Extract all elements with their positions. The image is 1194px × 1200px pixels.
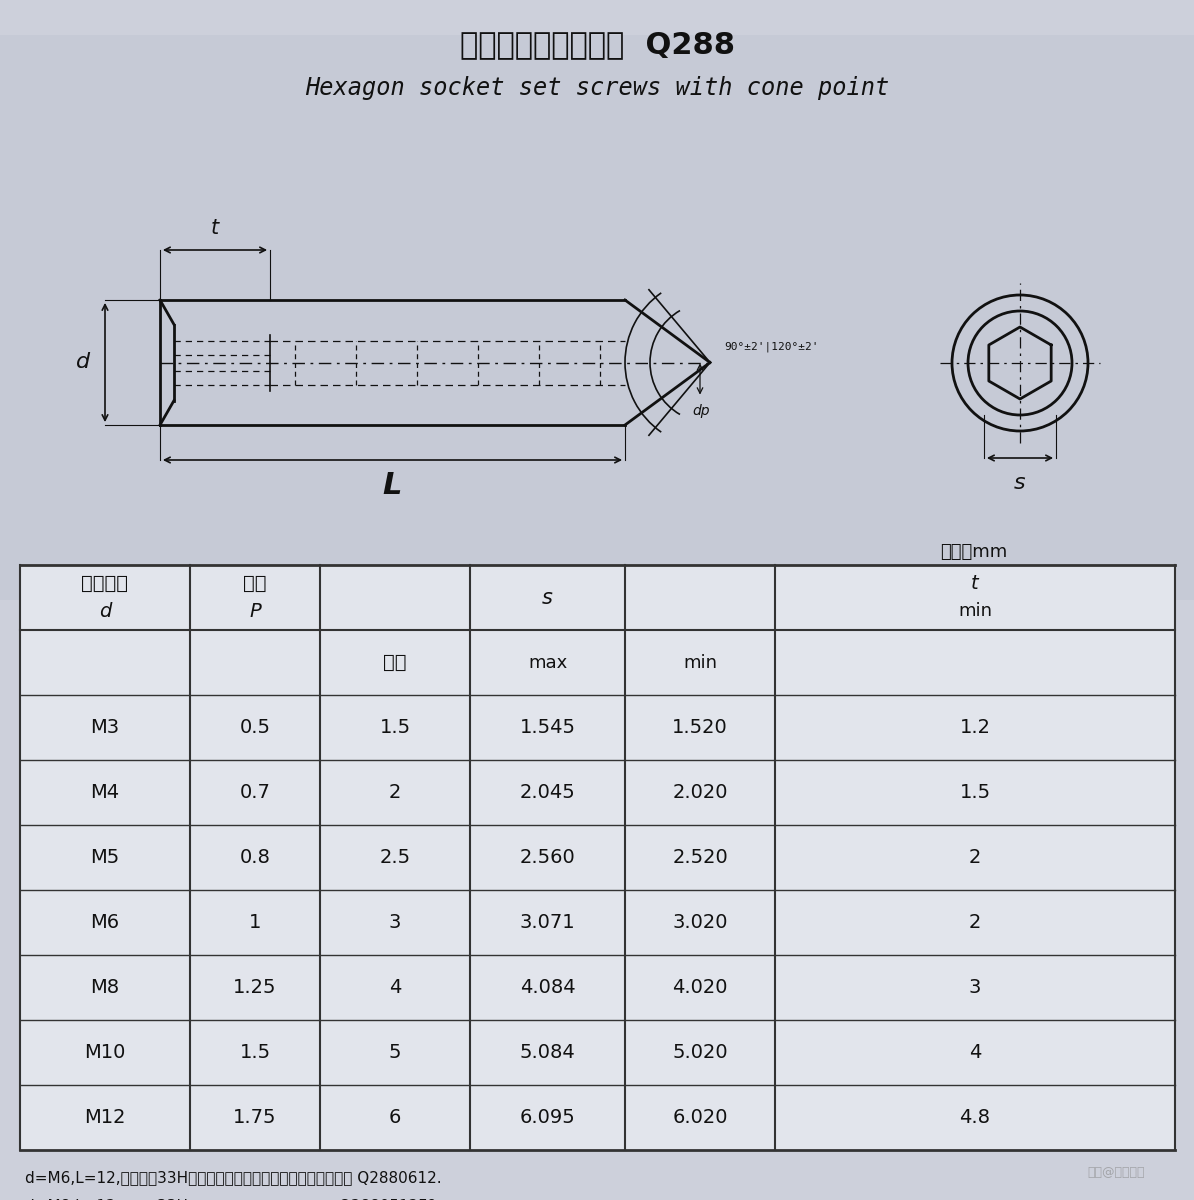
Text: P: P — [250, 602, 260, 622]
Text: min: min — [958, 602, 992, 620]
Text: L: L — [383, 470, 402, 499]
Text: 3.071: 3.071 — [519, 913, 576, 932]
Bar — [0, 35, 1194, 600]
Text: M10: M10 — [85, 1043, 125, 1062]
Text: 2.520: 2.520 — [672, 848, 728, 866]
Text: 5: 5 — [389, 1043, 401, 1062]
Text: Hexagon socket set screws with cone point: Hexagon socket set screws with cone poin… — [304, 76, 890, 100]
Text: 0.5: 0.5 — [240, 718, 271, 737]
Text: 单位：mm: 单位：mm — [940, 542, 1008, 560]
Text: 公称: 公称 — [383, 653, 407, 672]
Text: 3.020: 3.020 — [672, 913, 728, 932]
Text: M3: M3 — [91, 718, 119, 737]
Text: 4.084: 4.084 — [519, 978, 576, 997]
Text: t: t — [211, 218, 219, 238]
Text: 1.2: 1.2 — [960, 718, 991, 737]
Bar — [20, 565, 1175, 1150]
Text: 2: 2 — [389, 782, 401, 802]
Text: d=M6,L=12,性能等级33H，镀锌钝化的内六角锥端紧定螺钉编号为 Q2880612.: d=M6,L=12,性能等级33H，镀锌钝化的内六角锥端紧定螺钉编号为 Q288… — [25, 1170, 442, 1186]
Text: 2.560: 2.560 — [519, 848, 576, 866]
Text: M4: M4 — [91, 782, 119, 802]
Text: 2.045: 2.045 — [519, 782, 576, 802]
Text: 螺距: 螺距 — [244, 574, 266, 593]
Text: d: d — [99, 602, 111, 622]
Text: 5.084: 5.084 — [519, 1043, 576, 1062]
Text: 90°±2'|120°±2': 90°±2'|120°±2' — [724, 342, 819, 353]
Text: 6.095: 6.095 — [519, 1108, 576, 1127]
Text: 6.020: 6.020 — [672, 1108, 728, 1127]
Text: 0.8: 0.8 — [240, 848, 270, 866]
Text: M6: M6 — [91, 913, 119, 932]
Text: t: t — [971, 574, 979, 593]
Text: 5.020: 5.020 — [672, 1043, 728, 1062]
Text: 1.545: 1.545 — [519, 718, 576, 737]
Text: 1.5: 1.5 — [960, 782, 991, 802]
Text: 1.5: 1.5 — [240, 1043, 271, 1062]
Text: 0.7: 0.7 — [240, 782, 270, 802]
Text: 2: 2 — [968, 848, 981, 866]
Text: d: d — [76, 353, 90, 372]
Text: dp: dp — [693, 404, 709, 419]
Text: 4: 4 — [968, 1043, 981, 1062]
Text: d=M8,L=12,性能等级33H，氧化的内六角锥端紧定螺钉编号为 Q2880512F9.: d=M8,L=12,性能等级33H，氧化的内六角锥端紧定螺钉编号为 Q28805… — [25, 1199, 442, 1200]
Text: M5: M5 — [91, 848, 119, 866]
Text: 1.520: 1.520 — [672, 718, 728, 737]
Text: min: min — [683, 654, 718, 672]
Text: s: s — [1014, 473, 1026, 493]
Text: 2: 2 — [968, 913, 981, 932]
Text: 3: 3 — [389, 913, 401, 932]
Text: 4: 4 — [389, 978, 401, 997]
Text: 1.5: 1.5 — [380, 718, 411, 737]
Text: 1.25: 1.25 — [233, 978, 277, 997]
Text: 3: 3 — [968, 978, 981, 997]
Text: 4.8: 4.8 — [960, 1108, 991, 1127]
Text: 2.5: 2.5 — [380, 848, 411, 866]
Text: 6: 6 — [389, 1108, 401, 1127]
Text: max: max — [528, 654, 567, 672]
Text: 内六角锥端紧定螺钉  Q288: 内六角锥端紧定螺钉 Q288 — [460, 30, 734, 60]
Text: 头条@工品一号: 头条@工品一号 — [1088, 1165, 1145, 1178]
Text: M12: M12 — [85, 1108, 125, 1127]
Text: 2.020: 2.020 — [672, 782, 728, 802]
Text: 公称直径: 公称直径 — [81, 574, 129, 593]
Text: s: s — [542, 588, 553, 607]
Text: 1.75: 1.75 — [233, 1108, 277, 1127]
Text: 1: 1 — [248, 913, 261, 932]
Text: M8: M8 — [91, 978, 119, 997]
Text: 4.020: 4.020 — [672, 978, 728, 997]
